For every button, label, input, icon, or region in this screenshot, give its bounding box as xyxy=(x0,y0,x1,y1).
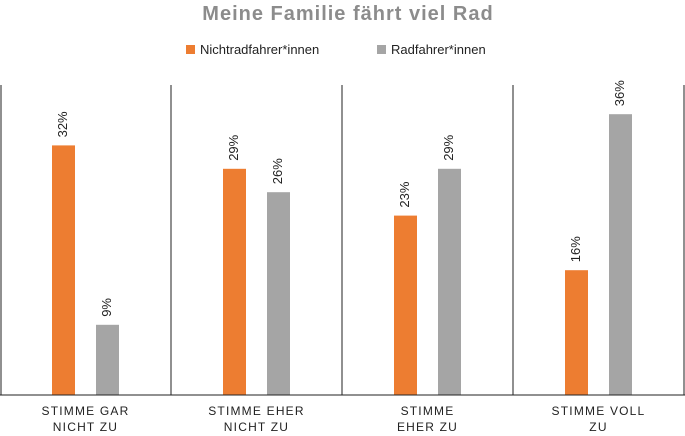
category-label: NICHT ZU xyxy=(224,420,289,434)
bar-radfahrer-0 xyxy=(96,324,119,395)
legend-swatch-nichtradfahrer xyxy=(186,45,195,54)
data-label: 9% xyxy=(99,298,114,317)
data-label: 16% xyxy=(568,236,583,262)
data-label: 29% xyxy=(441,134,456,160)
category-label: STIMME xyxy=(401,404,455,418)
bars xyxy=(52,114,632,395)
bar-nichtradfahrer-0 xyxy=(52,145,75,395)
category-label: EHER ZU xyxy=(397,420,458,434)
bar-radfahrer-3 xyxy=(609,114,632,395)
data-label: 29% xyxy=(226,134,241,160)
legend: Nichtradfahrer*innen Radfahrer*innen xyxy=(186,42,486,57)
category-labels: STIMME GAR NICHT ZU STIMME EHER NICHT ZU STI… xyxy=(41,404,646,434)
bar-nichtradfahrer-2 xyxy=(394,215,417,395)
data-label: 26% xyxy=(270,158,285,184)
category-label: ZU xyxy=(589,420,607,434)
legend-label-nichtradfahrer: Nichtradfahrer*innen xyxy=(200,42,319,57)
category-label: NICHT ZU xyxy=(53,420,118,434)
category-label: STIMME VOLL xyxy=(552,404,646,418)
bar-nichtradfahrer-3 xyxy=(565,270,588,395)
category-separators xyxy=(0,85,685,395)
legend-label-radfahrer: Radfahrer*innen xyxy=(391,42,486,57)
data-label: 23% xyxy=(397,181,412,207)
bar-nichtradfahrer-1 xyxy=(223,168,246,395)
bar-radfahrer-1 xyxy=(267,192,290,395)
legend-swatch-radfahrer xyxy=(377,45,386,54)
data-label: 32% xyxy=(55,111,70,137)
value-labels: 32% 29% 23% 16% 9% 26% 29% 36% xyxy=(55,80,627,317)
data-label: 36% xyxy=(612,80,627,106)
chart-title: Meine Familie fährt viel Rad xyxy=(202,3,493,25)
category-label: STIMME GAR xyxy=(41,404,129,418)
category-label: STIMME EHER xyxy=(208,404,305,418)
bar-radfahrer-2 xyxy=(438,168,461,395)
